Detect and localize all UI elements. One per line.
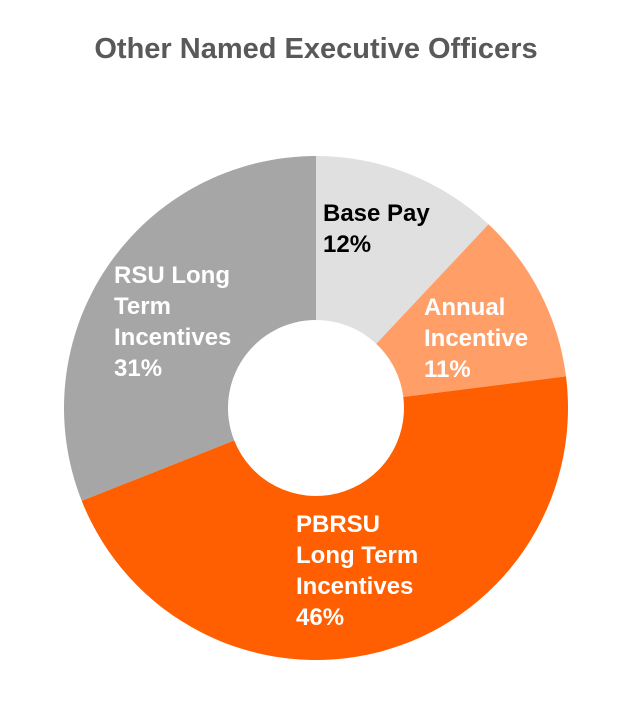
- slice-value: 31%: [114, 355, 163, 382]
- chart-title: Other Named Executive Officers: [94, 33, 538, 65]
- slice-value: 46%: [296, 604, 345, 631]
- slice-rsu-long-term-incentives: [63, 156, 317, 501]
- slice-annual-incentive: [376, 224, 567, 397]
- data-label: Annual Incentive 11%: [424, 292, 528, 385]
- slice-label: RSU Long Term Incentives: [114, 262, 232, 351]
- slice-base-pay: [316, 156, 489, 344]
- slice-label: PBRSU Long Term Incentives: [296, 511, 419, 600]
- slice-pbrsu-long-term-incentives: [81, 376, 568, 661]
- data-label: RSU Long Term Incentives 31%: [114, 260, 231, 384]
- slice-label: Annual Incentive: [424, 294, 529, 352]
- data-label: Base Pay 12%: [323, 198, 430, 260]
- slice-value: 12%: [323, 231, 372, 258]
- data-label: PBRSU Long Term Incentives 46%: [296, 509, 418, 633]
- slice-value: 11%: [424, 356, 471, 383]
- slice-label: Base Pay: [323, 200, 430, 227]
